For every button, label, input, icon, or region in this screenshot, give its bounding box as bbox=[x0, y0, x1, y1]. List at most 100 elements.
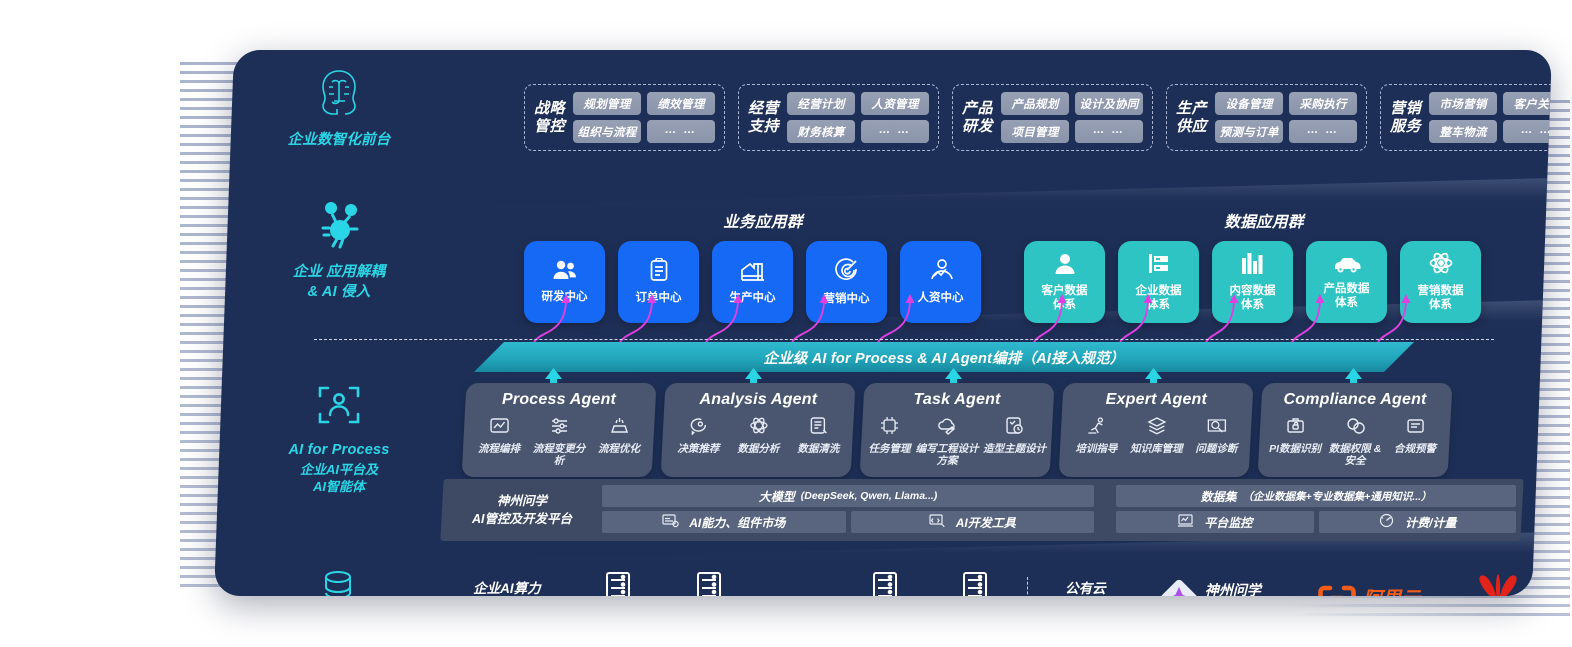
group-chip[interactable]: 财务核算 bbox=[787, 120, 856, 143]
billing-metering[interactable]: 计费/计量 bbox=[1318, 511, 1517, 533]
design-clock-icon bbox=[1004, 416, 1025, 440]
data-card-content[interactable]: 内容数据 体系 bbox=[1212, 241, 1294, 323]
group-chip[interactable]: 整车物流 bbox=[1429, 120, 1498, 143]
group-chip[interactable]: 产品规划 bbox=[1001, 92, 1070, 115]
group-chip-more[interactable]: … … bbox=[1075, 120, 1144, 143]
connector-arrows bbox=[533, 294, 1411, 343]
ai-platform-strip: 神州问学 AI管控及开发平台 大模型 (DeepSeek, Qwen, Llam… bbox=[440, 479, 1524, 541]
group-chip-more[interactable]: … … bbox=[647, 120, 716, 143]
monitor-icon bbox=[1177, 513, 1194, 531]
group-chip[interactable]: 项目管理 bbox=[1001, 120, 1070, 143]
vendor-logo-huawei[interactable]: HUAWEI bbox=[1443, 573, 1552, 596]
platform-monitoring[interactable]: 平台监控 bbox=[1116, 511, 1314, 533]
data-clean-icon bbox=[808, 416, 829, 440]
agent-capability[interactable]: 合规预警 bbox=[1385, 416, 1445, 455]
infrastructure-row: AI基础算力 企业AI算力 或AI一体机 数据中心 bbox=[234, 552, 1552, 596]
infra-node-datacenter-2[interactable]: 数据中心 bbox=[663, 571, 754, 596]
infra-node-aio-1[interactable]: AI一体机 bbox=[839, 571, 930, 596]
infra-node-datacenter-1[interactable]: 数据中心 bbox=[572, 571, 663, 596]
agent-capability[interactable]: 流程编排 bbox=[469, 416, 529, 455]
capability-label: 知识库管理 bbox=[1130, 443, 1183, 455]
app-card-production-center[interactable]: 生产中心 bbox=[712, 241, 794, 323]
capability-label-l1: 数据权限 & bbox=[1328, 443, 1382, 455]
rail-label-line2: 企业AI平台及 bbox=[299, 461, 379, 477]
agent-capability[interactable]: 编写工程设计方案 bbox=[912, 416, 982, 467]
agent-capability[interactable]: 数据分析 bbox=[728, 416, 788, 455]
rail-front-office: 企业数智化前台 bbox=[234, 68, 444, 151]
agent-capability[interactable]: 问题诊断 bbox=[1186, 416, 1246, 455]
app-card-hr-center[interactable]: 人资中心 bbox=[900, 241, 982, 323]
group-chip-more[interactable]: … … bbox=[1503, 120, 1553, 143]
ai-market-label: AI能力、组件市场 bbox=[689, 515, 786, 530]
data-card-customer[interactable]: 客户数据 体系 bbox=[1024, 241, 1106, 323]
agent-capability[interactable]: 决策推荐 bbox=[668, 416, 728, 455]
agent-capability[interactable]: 流程变更分析 bbox=[529, 416, 589, 467]
infra-more-dots: … … bbox=[754, 591, 839, 596]
group-operations-support[interactable]: 经营 支持 经营计划 人资管理 财务核算 … … bbox=[738, 84, 940, 151]
group-chip-more[interactable]: … … bbox=[861, 120, 930, 143]
server-icon bbox=[603, 571, 633, 596]
group-marketing-service[interactable]: 营销 服务 市场营销 客户关系 整车物流 … … bbox=[1380, 84, 1553, 151]
app-card-rd-center[interactable]: 研发中心 bbox=[524, 241, 606, 323]
agent-card-analysis[interactable]: Analysis Agent 决策推荐 数据分析 数据清洗 bbox=[660, 383, 856, 477]
group-production-supply[interactable]: 生产 供应 设备管理 采购执行 预测与订单 … … bbox=[1166, 84, 1368, 151]
agent-capability[interactable]: PI数据识别 bbox=[1265, 416, 1325, 455]
group-product-rd[interactable]: 产品 研发 产品规划 设计及协同 项目管理 … … bbox=[952, 84, 1154, 151]
business-app-group: 业务应用群 研发中心 bbox=[524, 210, 1002, 323]
group-chip[interactable]: 人资管理 bbox=[861, 92, 930, 115]
group-title-top: 营销 bbox=[1390, 99, 1422, 117]
agent-capability[interactable]: 任务管理 bbox=[867, 416, 912, 455]
agent-capability[interactable]: 数据清洗 bbox=[788, 416, 848, 455]
huawei-logo bbox=[1470, 573, 1526, 596]
group-chip[interactable]: 市场营销 bbox=[1429, 92, 1498, 115]
group-title-bottom: 研发 bbox=[962, 117, 994, 135]
data-card-enterprise[interactable]: 企业数据 体系 bbox=[1118, 241, 1200, 323]
platform-brand-line1: 神州问学 bbox=[496, 493, 548, 508]
agent-card-process[interactable]: Process Agent 流程编排 流程变更分析 流程优化 bbox=[461, 383, 657, 477]
target-icon bbox=[834, 257, 859, 288]
app-card-marketing-center[interactable]: 营销中心 bbox=[806, 241, 888, 323]
layers-icon bbox=[1146, 416, 1167, 440]
aliyun-logo bbox=[1318, 585, 1358, 596]
agent-card-expert[interactable]: Expert Agent 培训指导 知识库管理 问题诊断 bbox=[1058, 383, 1254, 477]
agent-capability[interactable]: 数据权限 & 安全 bbox=[1325, 416, 1385, 467]
group-chip[interactable]: 客户关系 bbox=[1503, 92, 1553, 115]
group-chip[interactable]: 设计及协同 bbox=[1075, 92, 1144, 115]
group-chip[interactable]: 组织与流程 bbox=[573, 120, 642, 143]
infra-node-aio-2[interactable]: AI一体机 bbox=[930, 571, 1021, 596]
group-strategy[interactable]: 战略 管控 规划管理 绩效管理 组织与流程 … … bbox=[524, 84, 726, 151]
agent-card-compliance[interactable]: Compliance Agent PI数据识别 数据权限 & 安全 bbox=[1257, 383, 1453, 477]
ai-dev-tools[interactable]: AI开发工具 bbox=[850, 511, 1095, 533]
group-chip[interactable]: 经营计划 bbox=[787, 92, 856, 115]
vendor-logo-smartvision[interactable]: 神州问学 Smart Vision bbox=[1137, 579, 1295, 596]
group-chip[interactable]: 设备管理 bbox=[1215, 92, 1284, 115]
data-card-product[interactable]: 产品数据 体系 bbox=[1306, 241, 1388, 323]
dataset-bar[interactable]: 数据集 （企业数据集+专业数据集+通用知识...） bbox=[1116, 485, 1517, 507]
agent-card-task[interactable]: Task Agent 任务管理 编写工程设计方案 造型主题设计 bbox=[859, 383, 1055, 477]
data-card-marketing[interactable]: 营销数据 体系 bbox=[1400, 241, 1482, 323]
gauge-icon bbox=[1378, 513, 1395, 531]
agent-title: Process Agent bbox=[502, 391, 617, 408]
decision-icon bbox=[688, 416, 709, 440]
agent-capability[interactable]: 培训指导 bbox=[1066, 416, 1126, 455]
group-chip[interactable]: 预测与订单 bbox=[1215, 120, 1284, 143]
model-bar[interactable]: 大模型 (DeepSeek, Qwen, Llama...) bbox=[602, 485, 1095, 507]
agent-capability[interactable]: 造型主题设计 bbox=[982, 416, 1047, 455]
group-title-top: 产品 bbox=[962, 99, 994, 117]
app-card-order-center[interactable]: 订单中心 bbox=[618, 241, 700, 323]
group-chip[interactable]: 采购执行 bbox=[1289, 92, 1358, 115]
vendor-logo-aliyun[interactable]: 阿里云 bbox=[1295, 585, 1443, 596]
ai-capability-market[interactable]: AI能力、组件市场 bbox=[602, 511, 846, 533]
group-chip-more[interactable]: … … bbox=[1289, 120, 1358, 143]
database-stack-icon bbox=[317, 566, 359, 596]
capability-label: 数据分析 bbox=[737, 443, 780, 455]
platform-model-column: 大模型 (DeepSeek, Qwen, Llama...) AI能力、组件市场… bbox=[602, 479, 1100, 541]
flow-chart-icon bbox=[489, 416, 510, 440]
front-office-groups: 战略 管控 规划管理 绩效管理 组织与流程 … … 经营 支持 经营计划 人资管… bbox=[524, 84, 1553, 151]
group-chip[interactable]: 绩效管理 bbox=[647, 92, 716, 115]
agent-capability[interactable]: 知识库管理 bbox=[1126, 416, 1186, 455]
person-chart-icon bbox=[928, 258, 954, 287]
agent-capability[interactable]: 流程优化 bbox=[589, 416, 649, 455]
rail-label-line1: 企业 应用解耦 bbox=[292, 264, 386, 280]
group-chip[interactable]: 规划管理 bbox=[573, 92, 642, 115]
